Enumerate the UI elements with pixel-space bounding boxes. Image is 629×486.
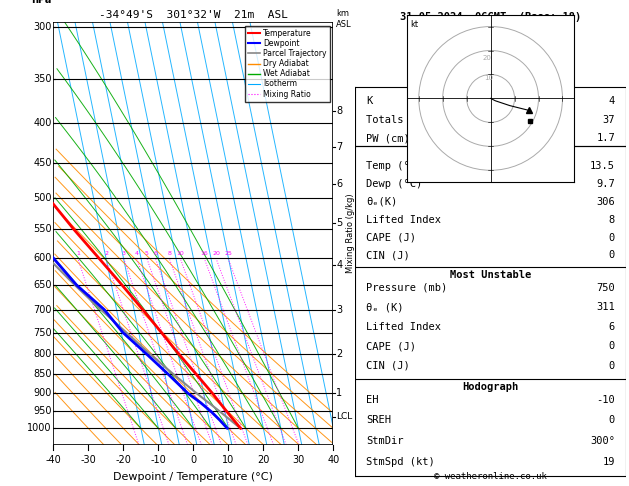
Text: 300: 300 — [33, 22, 52, 33]
Text: 5: 5 — [336, 218, 342, 228]
Text: 4: 4 — [336, 260, 342, 270]
Text: -20: -20 — [116, 455, 131, 465]
Text: SREH: SREH — [366, 415, 391, 425]
Text: θₑ(K): θₑ(K) — [366, 197, 398, 207]
Text: -30: -30 — [81, 455, 96, 465]
Text: Pressure (mb): Pressure (mb) — [366, 283, 447, 293]
Text: LCL: LCL — [336, 412, 352, 421]
Text: 20: 20 — [257, 455, 270, 465]
Text: 6: 6 — [153, 251, 157, 256]
Text: Most Unstable: Most Unstable — [450, 270, 532, 280]
Text: StmSpd (kt): StmSpd (kt) — [366, 457, 435, 467]
Text: 1000: 1000 — [27, 423, 52, 434]
Text: 7: 7 — [336, 142, 342, 153]
Text: 5: 5 — [145, 251, 149, 256]
Text: Lifted Index: Lifted Index — [366, 215, 441, 225]
Text: CAPE (J): CAPE (J) — [366, 341, 416, 351]
Legend: Temperature, Dewpoint, Parcel Trajectory, Dry Adiabat, Wet Adiabat, Isotherm, Mi: Temperature, Dewpoint, Parcel Trajectory… — [245, 26, 330, 102]
Text: 750: 750 — [596, 283, 615, 293]
Text: 8: 8 — [336, 105, 342, 116]
Text: 10: 10 — [222, 455, 235, 465]
Text: CIN (J): CIN (J) — [366, 361, 410, 371]
Text: Surface: Surface — [469, 148, 513, 158]
Text: 1: 1 — [336, 388, 342, 399]
Text: 9.7: 9.7 — [596, 179, 615, 189]
Text: 13.5: 13.5 — [590, 161, 615, 172]
Text: 2: 2 — [336, 349, 342, 359]
Text: 10: 10 — [484, 75, 493, 81]
Text: 400: 400 — [33, 118, 52, 128]
Text: 350: 350 — [33, 74, 52, 84]
Text: 16: 16 — [201, 251, 208, 256]
Text: 500: 500 — [33, 192, 52, 203]
Text: CAPE (J): CAPE (J) — [366, 233, 416, 243]
Text: 6: 6 — [609, 322, 615, 332]
Text: 4: 4 — [609, 96, 615, 106]
Text: Dewp (°C): Dewp (°C) — [366, 179, 423, 189]
Text: 0: 0 — [609, 341, 615, 351]
Text: Temp (°C): Temp (°C) — [366, 161, 423, 172]
Text: 31.05.2024  06GMT  (Base: 18): 31.05.2024 06GMT (Base: 18) — [400, 12, 581, 22]
Text: 850: 850 — [33, 369, 52, 379]
Text: 0: 0 — [609, 250, 615, 260]
Text: 3: 3 — [121, 251, 126, 256]
Text: Dewpoint / Temperature (°C): Dewpoint / Temperature (°C) — [113, 472, 274, 482]
Text: Mixing Ratio (g/kg): Mixing Ratio (g/kg) — [345, 193, 355, 273]
Text: 0: 0 — [609, 415, 615, 425]
Text: 650: 650 — [33, 280, 52, 290]
Text: 800: 800 — [33, 349, 52, 359]
Text: 300°: 300° — [590, 436, 615, 446]
Text: EH: EH — [366, 395, 379, 405]
Text: 2: 2 — [104, 251, 108, 256]
Text: hPa: hPa — [31, 0, 52, 5]
Text: 1.7: 1.7 — [596, 134, 615, 143]
Text: 550: 550 — [33, 225, 52, 234]
Text: 10: 10 — [176, 251, 184, 256]
Text: K: K — [366, 96, 372, 106]
Text: 40: 40 — [327, 455, 340, 465]
Text: 37: 37 — [603, 115, 615, 125]
Text: Lifted Index: Lifted Index — [366, 322, 441, 332]
Title: -34°49'S  301°32'W  21m  ASL: -34°49'S 301°32'W 21m ASL — [99, 10, 288, 20]
Text: 700: 700 — [33, 305, 52, 314]
Text: km
ASL: km ASL — [336, 9, 352, 29]
Text: -10: -10 — [150, 455, 166, 465]
Text: PW (cm): PW (cm) — [366, 134, 410, 143]
Text: © weatheronline.co.uk: © weatheronline.co.uk — [434, 472, 547, 481]
Text: 600: 600 — [33, 253, 52, 263]
Text: Hodograph: Hodograph — [462, 382, 519, 392]
Text: 20: 20 — [483, 55, 492, 61]
Text: -10: -10 — [596, 395, 615, 405]
Text: 30: 30 — [292, 455, 304, 465]
Text: CIN (J): CIN (J) — [366, 250, 410, 260]
Text: -40: -40 — [45, 455, 62, 465]
Text: 8: 8 — [167, 251, 171, 256]
Text: 4: 4 — [135, 251, 138, 256]
Text: θₑ (K): θₑ (K) — [366, 302, 404, 312]
Text: 0: 0 — [609, 233, 615, 243]
Text: StmDir: StmDir — [366, 436, 404, 446]
Text: 450: 450 — [33, 157, 52, 168]
Text: 306: 306 — [596, 197, 615, 207]
Text: 8: 8 — [609, 215, 615, 225]
Text: Totals Totals: Totals Totals — [366, 115, 447, 125]
Text: 750: 750 — [33, 328, 52, 338]
Text: 19: 19 — [603, 457, 615, 467]
Text: 1: 1 — [76, 251, 80, 256]
Text: 311: 311 — [596, 302, 615, 312]
Text: 25: 25 — [224, 251, 232, 256]
Text: 950: 950 — [33, 406, 52, 417]
Text: 0: 0 — [609, 361, 615, 371]
Text: 20: 20 — [212, 251, 220, 256]
Text: kt: kt — [410, 19, 418, 29]
Text: 3: 3 — [336, 305, 342, 314]
Text: 900: 900 — [33, 388, 52, 399]
Text: 6: 6 — [336, 179, 342, 189]
Text: 0: 0 — [191, 455, 196, 465]
